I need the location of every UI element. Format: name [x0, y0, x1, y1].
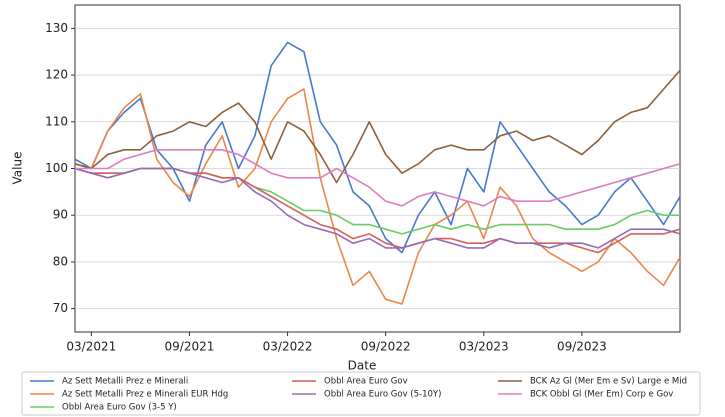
- legend-label: Obbl Area Euro Gov (3-5 Y): [62, 403, 177, 413]
- legend-box: [21, 371, 701, 416]
- series-line: [74, 167, 681, 249]
- y-tick-label: 80: [53, 254, 68, 268]
- legend-label: Az Sett Metalli Prez e Minerali EUR Hdg: [62, 390, 228, 400]
- x-tick-label: 09/2021: [165, 340, 215, 354]
- y-tick-label: 100: [45, 161, 68, 175]
- legend-label: Obbl Area Euro Gov (5-10Y): [324, 390, 441, 400]
- series-line: [74, 69, 681, 184]
- x-tick-label: 03/2022: [263, 340, 313, 354]
- x-axis-label: Date: [348, 359, 377, 373]
- legend-label: BCK Az Gl (Mer Em e Sv) Large e Mid: [530, 377, 687, 387]
- series-line: [74, 88, 681, 305]
- y-tick-label: 130: [45, 21, 68, 35]
- x-tick-label: 03/2021: [66, 340, 116, 354]
- y-tick-label: 120: [45, 68, 68, 82]
- x-tick-label: 03/2023: [459, 340, 509, 354]
- series-line: [74, 41, 681, 254]
- y-tick-label: 70: [53, 301, 68, 315]
- series-line: [75, 149, 681, 207]
- x-tick-label: 09/2022: [361, 340, 411, 354]
- y-axis-label: Value: [11, 152, 25, 185]
- legend-label: Obbl Area Euro Gov: [324, 377, 408, 387]
- legend-label: Az Sett Metalli Prez e Minerali: [62, 377, 188, 387]
- x-tick-label: 09/2023: [557, 340, 607, 354]
- y-tick-label: 90: [53, 208, 68, 222]
- y-tick-label: 110: [45, 114, 68, 128]
- legend-label: BCK Obbl Gl (Mer Em) Corp e Gov: [530, 390, 673, 400]
